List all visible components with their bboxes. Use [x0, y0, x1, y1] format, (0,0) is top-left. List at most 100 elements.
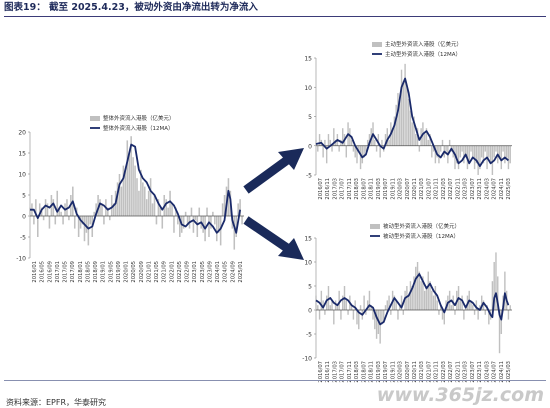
bar — [388, 139, 390, 146]
x-tick-label: 2019/11 — [390, 178, 396, 200]
x-tick-label: 2021/11 — [434, 178, 440, 200]
x-tick-label: 2024/01 — [215, 261, 221, 283]
bar — [484, 145, 486, 152]
x-tick-label: 2023/03 — [463, 361, 469, 383]
bar — [99, 199, 101, 216]
x-tick-label: 2016/01 — [32, 261, 38, 283]
bar — [463, 145, 465, 164]
bar — [415, 266, 417, 310]
y-tick-label: 0 — [308, 143, 312, 150]
bar — [361, 145, 364, 164]
bar — [161, 216, 164, 229]
bar — [397, 310, 399, 320]
bar — [404, 63, 406, 146]
bar — [138, 190, 140, 216]
legend-swatch-bar — [370, 224, 380, 229]
bar — [315, 139, 317, 146]
bar — [473, 145, 476, 170]
bar — [479, 305, 481, 310]
x-tick-label: 2016/09 — [47, 261, 53, 283]
bar — [507, 310, 510, 320]
x-tick-label: 2017/07 — [340, 361, 346, 383]
bar — [425, 128, 428, 146]
x-tick-label: 2017/11 — [347, 178, 353, 200]
bar — [342, 295, 344, 310]
bar — [56, 190, 59, 216]
bar — [377, 134, 380, 146]
bar — [395, 104, 397, 146]
x-tick-label: 2019/07 — [383, 361, 389, 383]
x-tick-label: 2018/05 — [85, 261, 91, 283]
bar — [472, 145, 474, 158]
bar — [432, 295, 435, 310]
bar — [212, 211, 214, 216]
y-tick-label: 10 — [18, 172, 26, 179]
bar — [175, 207, 177, 216]
bar — [480, 295, 483, 310]
bar — [395, 300, 397, 310]
bar — [450, 305, 453, 310]
bar — [329, 305, 331, 310]
bar — [140, 169, 142, 216]
bar — [66, 199, 68, 216]
x-tick-label: 2023/05 — [200, 261, 206, 283]
bar — [436, 300, 438, 310]
bar — [324, 139, 326, 146]
bar — [101, 203, 103, 216]
x-tick-label: 2018/03 — [354, 361, 360, 383]
bar — [431, 290, 433, 310]
y-tick-label: 0 — [308, 308, 312, 315]
x-tick-label: 2024/09 — [230, 261, 236, 283]
x-tick-label: 2022/07 — [448, 178, 454, 200]
bar — [60, 211, 62, 216]
bar — [365, 145, 367, 152]
legend-label-bar: 被动型外资流入港股（亿美元） — [383, 222, 460, 230]
bar — [370, 305, 372, 310]
bar — [436, 145, 438, 158]
bar — [155, 216, 158, 225]
x-tick-label: 2018/01 — [78, 261, 84, 283]
bar — [186, 216, 189, 225]
bar — [95, 203, 97, 216]
bar — [440, 305, 442, 310]
bar — [475, 145, 478, 164]
bar — [124, 169, 127, 216]
x-tick-label: 2016/11 — [325, 361, 331, 383]
bar — [134, 165, 136, 216]
bar — [338, 145, 340, 152]
bar — [441, 310, 444, 320]
bar — [93, 211, 95, 216]
x-tick-label: 2024/11 — [499, 178, 505, 200]
bar — [391, 128, 394, 146]
bar — [509, 305, 511, 310]
bar — [411, 286, 413, 310]
y-tick-label: -5 — [20, 235, 26, 242]
bar — [406, 87, 408, 146]
bar — [327, 286, 330, 310]
x-tick-label: 2024/05 — [223, 261, 229, 283]
bar — [58, 207, 60, 216]
bar — [122, 165, 125, 216]
bar — [500, 310, 503, 334]
bar — [198, 207, 201, 216]
y-tick-label: 0 — [22, 214, 26, 221]
x-tick-label: 2016/07 — [318, 361, 324, 383]
figure-footer: 资料来源：EPFR，华泰研究 www.365jz.com — [4, 380, 546, 407]
x-tick-label: 2022/09 — [185, 261, 191, 283]
bar — [350, 305, 353, 310]
bar — [315, 295, 317, 310]
bar — [219, 216, 222, 246]
y-tick-label: 5 — [308, 114, 312, 121]
x-tick-label: 2020/07 — [405, 361, 411, 383]
x-tick-label: 2025/03 — [506, 178, 512, 200]
x-tick-label: 2021/07 — [426, 178, 432, 200]
bar — [210, 216, 212, 229]
x-tick-label: 2019/05 — [108, 261, 114, 283]
x-tick-label: 2017/07 — [340, 178, 346, 200]
y-tick-label: 10 — [304, 85, 312, 92]
bar — [488, 145, 490, 158]
bar — [504, 145, 506, 164]
bar — [382, 310, 385, 320]
ma-line — [315, 273, 510, 326]
bar — [237, 203, 239, 216]
